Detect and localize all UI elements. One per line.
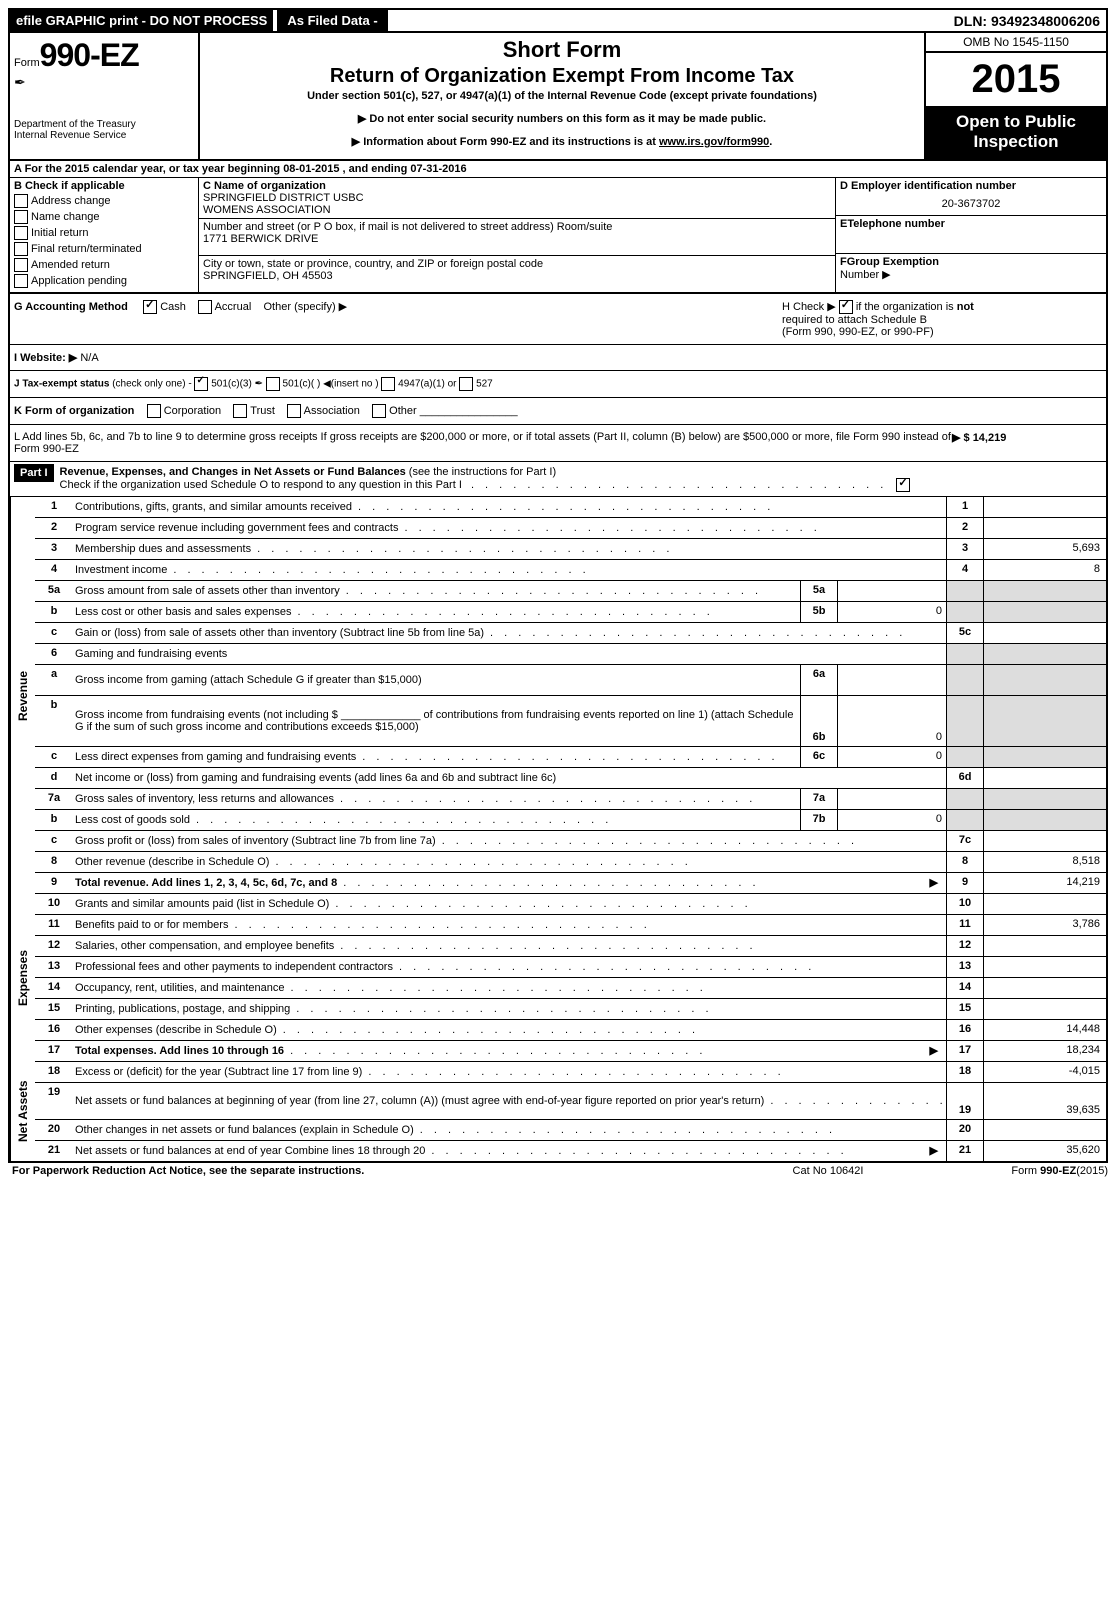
section-j: J Tax-exempt status (check only one) - 5…: [10, 371, 1106, 398]
j-501c-checkbox[interactable]: [266, 377, 280, 391]
irs-link[interactable]: www.irs.gov/form990: [659, 136, 769, 148]
k-other-checkbox[interactable]: [372, 404, 386, 418]
k-corp-checkbox[interactable]: [147, 404, 161, 418]
department-line2: Internal Revenue Service: [14, 130, 194, 141]
h-section: H Check ▶ if the organization is not req…: [782, 300, 1102, 338]
footer-left: For Paperwork Reduction Act Notice, see …: [12, 1165, 728, 1177]
g-cash-checkbox[interactable]: [143, 300, 157, 314]
org-address: 1771 BERWICK DRIVE: [203, 233, 831, 245]
k-assoc-checkbox[interactable]: [287, 404, 301, 418]
section-bcdef: B Check if applicable Address change Nam…: [10, 178, 1106, 294]
header-right: OMB No 1545-1150 2015 Open to Public Ins…: [926, 33, 1106, 159]
k-trust-checkbox[interactable]: [233, 404, 247, 418]
revenue-sidebar: Revenue: [10, 497, 35, 894]
h-checkbox[interactable]: [839, 300, 853, 314]
org-name-1: SPRINGFIELD DISTRICT USBC: [203, 192, 831, 204]
section-l: L Add lines 5b, 6c, and 7b to line 9 to …: [10, 425, 1106, 462]
f-label2: Number ▶: [840, 268, 1102, 281]
section-i: I Website: ▶ N/A: [10, 345, 1106, 371]
footer-cat: Cat No 10642I: [728, 1165, 928, 1177]
c-city-label: City or town, state or province, country…: [203, 258, 831, 270]
j-527-checkbox[interactable]: [459, 377, 473, 391]
line-16-amount: 14,448: [983, 1020, 1106, 1040]
return-title: Return of Organization Exempt From Incom…: [208, 65, 916, 88]
dln-number: DLN: 93492348006206: [954, 13, 1106, 29]
under-section: Under section 501(c), 527, or 4947(a)(1)…: [208, 90, 916, 102]
top-bar: efile GRAPHIC print - DO NOT PROCESS As …: [10, 10, 1106, 33]
instruction-1: ▶ Do not enter social security numbers o…: [208, 112, 916, 125]
header-center: Short Form Return of Organization Exempt…: [200, 33, 926, 159]
b-opt-name[interactable]: Name change: [14, 210, 194, 224]
g-label: G Accounting Method: [14, 301, 128, 313]
line-21-amount: 35,620: [983, 1141, 1106, 1161]
col-b-checkboxes: B Check if applicable Address change Nam…: [10, 178, 199, 292]
line-4-amount: 8: [983, 560, 1106, 580]
row-a-tax-year: A For the 2015 calendar year, or tax yea…: [10, 161, 1106, 178]
line-8-amount: 8,518: [983, 852, 1106, 872]
j-501c3-checkbox[interactable]: [194, 377, 208, 391]
instruction-2: ▶ Information about Form 990-EZ and its …: [208, 135, 916, 148]
footer-right: Form 990-EZ(2015): [928, 1165, 1108, 1177]
part-1-header: Part I Revenue, Expenses, and Changes in…: [10, 462, 1106, 497]
revenue-section: Revenue 1Contributions, gifts, grants, a…: [10, 497, 1106, 894]
d-label: D Employer identification number: [840, 180, 1102, 192]
org-name-2: WOMENS ASSOCIATION: [203, 204, 831, 216]
as-filed-label: As Filed Data -: [277, 10, 387, 31]
expenses-section: Expenses 10Grants and similar amounts pa…: [10, 894, 1106, 1062]
part-1-label: Part I: [14, 464, 54, 482]
form-footer: For Paperwork Reduction Act Notice, see …: [8, 1163, 1112, 1179]
f-label: FGroup Exemption: [840, 256, 1102, 268]
omb-number: OMB No 1545-1150: [926, 33, 1106, 53]
l-amount: ▶ $ 14,219: [952, 431, 1102, 455]
efile-label: efile GRAPHIC print - DO NOT PROCESS: [10, 10, 273, 31]
e-label: ETelephone number: [840, 218, 1102, 230]
form-990ez: efile GRAPHIC print - DO NOT PROCESS As …: [8, 8, 1108, 1163]
b-title: B Check if applicable: [14, 180, 194, 192]
c-addr-label: Number and street (or P O box, if mail i…: [203, 221, 831, 233]
expenses-sidebar: Expenses: [10, 894, 35, 1062]
header-left: Form 990-EZ ✒ Department of the Treasury…: [10, 33, 200, 159]
b-opt-initial[interactable]: Initial return: [14, 226, 194, 240]
ein-value: 20-3673702: [840, 198, 1102, 210]
j-4947-checkbox[interactable]: [381, 377, 395, 391]
department-line1: Department of the Treasury: [14, 119, 194, 130]
netassets-sidebar: Net Assets: [10, 1062, 35, 1161]
line-11-amount: 3,786: [983, 915, 1106, 935]
g-accrual-checkbox[interactable]: [198, 300, 212, 314]
c-name-label: C Name of organization: [203, 180, 831, 192]
line-17-total-expenses: 18,234: [983, 1041, 1106, 1061]
line-19-amount: 39,635: [983, 1083, 1106, 1119]
org-city: SPRINGFIELD, OH 45503: [203, 270, 831, 282]
col-c-org-info: C Name of organization SPRINGFIELD DISTR…: [199, 178, 835, 292]
line-9-total-revenue: 14,219: [983, 873, 1106, 893]
form-number: 990-EZ: [40, 37, 139, 74]
line-18-amount: -4,015: [983, 1062, 1106, 1082]
b-opt-amended[interactable]: Amended return: [14, 258, 194, 272]
form-header: Form 990-EZ ✒ Department of the Treasury…: [10, 33, 1106, 161]
line-3-amount: 5,693: [983, 539, 1106, 559]
form-word: Form: [14, 57, 40, 69]
b-opt-address[interactable]: Address change: [14, 194, 194, 208]
website-value: N/A: [80, 352, 98, 364]
b-opt-pending[interactable]: Application pending: [14, 274, 194, 288]
tax-year: 2015: [926, 53, 1106, 106]
section-k: K Form of organization Corporation Trust…: [10, 398, 1106, 425]
part1-schedule-o-checkbox[interactable]: [896, 478, 910, 492]
net-assets-section: Net Assets 18Excess or (deficit) for the…: [10, 1062, 1106, 1161]
short-form-title: Short Form: [208, 37, 916, 63]
col-d-ein: D Employer identification number 20-3673…: [835, 178, 1106, 292]
b-opt-final[interactable]: Final return/terminated: [14, 242, 194, 256]
open-to-public: Open to Public Inspection: [926, 106, 1106, 159]
section-gh: G Accounting Method Cash Accrual Other (…: [10, 294, 1106, 345]
